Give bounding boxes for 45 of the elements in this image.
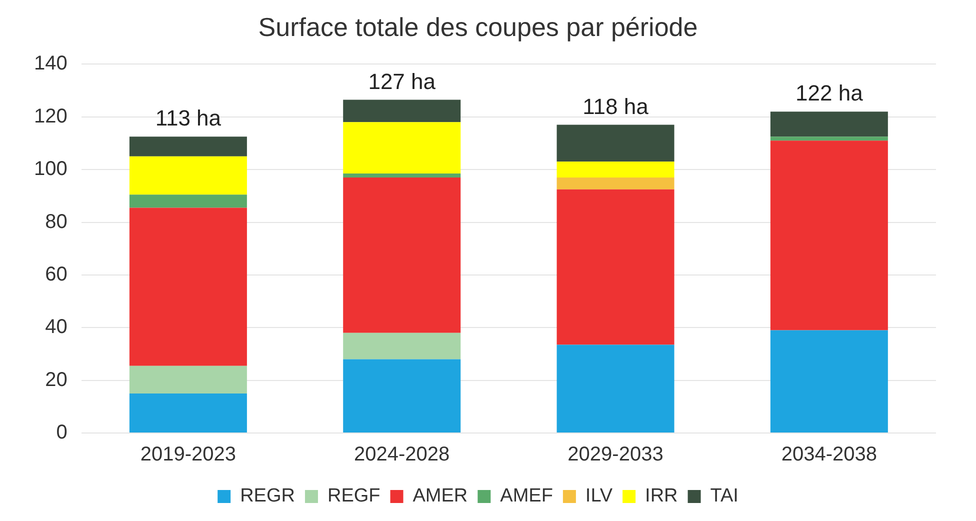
x-tick-label: 2034-2038 <box>781 444 877 466</box>
bar <box>556 177 674 190</box>
y-tick-label: 120 <box>34 105 68 128</box>
y-tick-label: 0 <box>56 422 68 444</box>
bar <box>129 208 247 366</box>
x-tick-label: 2029-2033 <box>568 444 664 466</box>
bar <box>556 344 674 432</box>
y-tick-label: 100 <box>34 158 68 180</box>
bar <box>556 162 674 178</box>
chart-title: Surface totale des coupes par période <box>258 12 698 42</box>
legend-label: AMEF <box>500 486 553 507</box>
bar <box>343 177 461 333</box>
legend-label: IRR <box>645 486 678 507</box>
bar <box>770 140 888 330</box>
bar <box>343 122 461 174</box>
bar <box>556 124 674 162</box>
legend-label: REGF <box>327 486 380 507</box>
legend-label: AMER <box>412 486 468 507</box>
bar <box>343 359 461 432</box>
bar <box>129 156 247 195</box>
bar <box>770 112 888 137</box>
total-label: 113 ha <box>155 106 222 131</box>
bar <box>129 366 247 394</box>
y-tick-label: 20 <box>45 368 68 391</box>
total-label: 118 ha <box>582 94 650 119</box>
y-tick-label: 60 <box>45 263 68 286</box>
legend-label: REGR <box>240 486 295 507</box>
bar <box>770 330 888 432</box>
total-label: 122 ha <box>796 80 864 106</box>
bar <box>343 174 461 178</box>
x-tick-label: 2024-2028 <box>354 444 450 466</box>
total-label: 127 ha <box>368 68 436 94</box>
x-tick-label: 2019-2023 <box>140 444 236 466</box>
y-tick-label: 80 <box>45 210 68 233</box>
legend-label: ILV <box>585 486 613 507</box>
bar <box>556 189 674 345</box>
y-tick-label: 40 <box>45 316 68 338</box>
bar <box>770 136 888 141</box>
bar <box>343 332 461 360</box>
bar <box>129 136 247 156</box>
bar <box>129 194 247 208</box>
legend-label: TAI <box>710 486 738 507</box>
bar <box>343 100 461 122</box>
y-tick-label: 140 <box>34 52 68 75</box>
bar <box>129 393 247 432</box>
